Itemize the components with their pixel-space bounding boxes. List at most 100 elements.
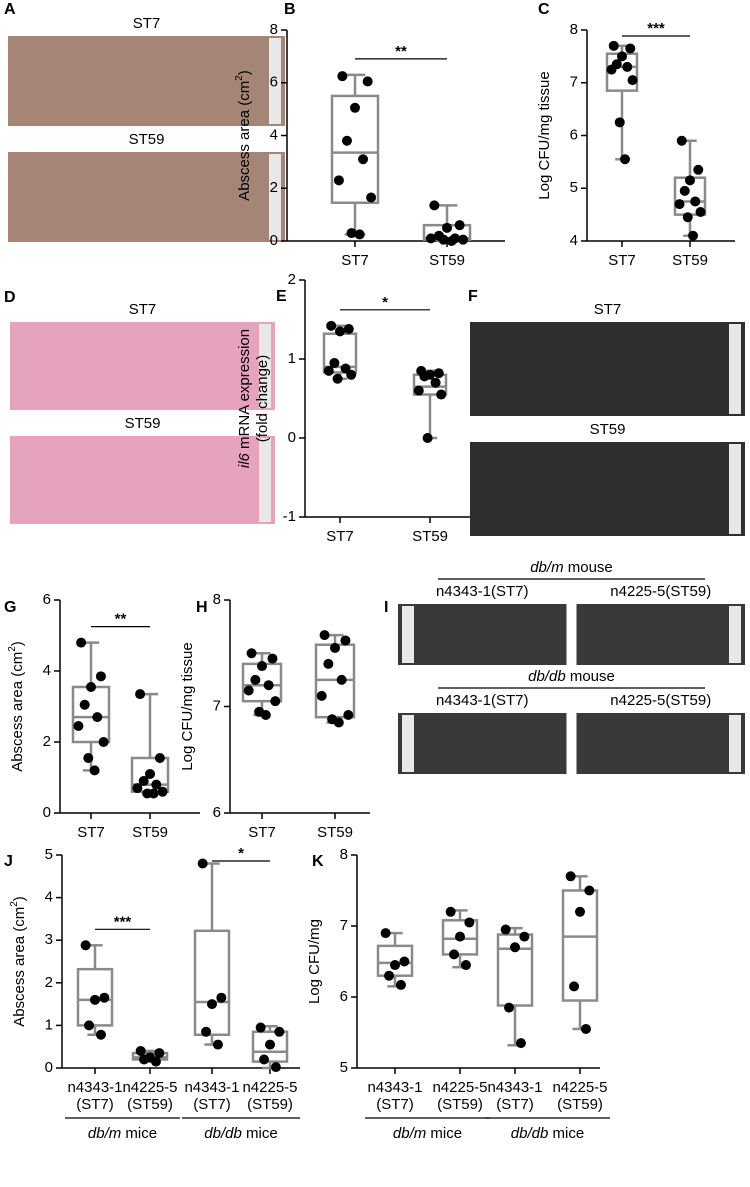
photo-ruler: [269, 154, 281, 240]
x-tick-label: ST7: [341, 252, 369, 269]
data-point: [340, 635, 351, 646]
significance-label: ***: [114, 913, 132, 930]
data-point: [674, 199, 685, 210]
text-part: db/m: [530, 559, 563, 576]
x-tick-label: (ST59): [437, 1096, 483, 1113]
text-part: ): [236, 70, 253, 75]
data-point: [335, 326, 345, 337]
data-point: [425, 233, 436, 244]
data-point: [250, 674, 261, 685]
y-tick-label: 1: [45, 1016, 53, 1033]
data-point: [436, 389, 447, 400]
photo-label: ST7: [594, 301, 622, 318]
significance-label: ***: [647, 20, 665, 37]
y-tick-label: 4: [43, 662, 51, 679]
text-part: Log CFU/mg tissue: [179, 642, 196, 770]
data-point: [565, 871, 576, 882]
x-tick-label: ST59: [132, 824, 168, 841]
significance-label: **: [395, 43, 407, 60]
text-part: mouse: [564, 559, 613, 576]
photo-ruler: [729, 324, 741, 414]
y-tick-label: 8: [270, 21, 278, 38]
data-point: [515, 1038, 526, 1049]
data-point: [326, 320, 337, 331]
data-point: [265, 1039, 275, 1050]
data-point: [445, 906, 456, 917]
data-point: [362, 76, 373, 87]
text-part: Abscess area (cm: [236, 81, 253, 201]
data-point: [454, 220, 465, 231]
data-point: [212, 1039, 223, 1050]
data-point: [86, 681, 96, 692]
data-point: [390, 960, 400, 971]
box: [193, 929, 231, 1037]
photo-row-title: db/db mouse: [528, 668, 615, 685]
photo: [576, 604, 745, 665]
data-point: [608, 40, 619, 51]
data-point: [614, 117, 625, 128]
data-point: [625, 43, 636, 54]
data-point: [73, 721, 84, 732]
data-point: [267, 653, 278, 664]
panel-letter: I: [384, 599, 388, 616]
text-part: 2: [7, 646, 18, 652]
y-tick-label: 2: [270, 179, 278, 196]
text-part: 2: [234, 75, 245, 81]
data-point: [319, 630, 330, 641]
data-point: [92, 712, 103, 723]
photo-label: n4343-1(ST7): [436, 583, 529, 600]
data-point: [263, 680, 274, 691]
x-tick-label: ST7: [608, 252, 636, 269]
data-point: [99, 992, 110, 1003]
group-label: db/m mice: [393, 1125, 462, 1142]
data-point: [676, 135, 687, 146]
x-tick-label: (ST59): [557, 1096, 603, 1113]
data-point: [395, 979, 406, 990]
data-point: [83, 752, 94, 763]
photo-label: ST7: [133, 15, 161, 32]
data-point: [343, 710, 354, 721]
data-point: [80, 940, 91, 951]
data-point: [346, 369, 357, 380]
text-part: Log CFU/mg: [306, 919, 323, 1004]
y-tick-label: 7: [340, 917, 348, 934]
text-part: db/m: [393, 1125, 426, 1142]
data-point: [316, 690, 327, 701]
x-tick-label: (ST7): [496, 1096, 534, 1113]
data-point: [688, 230, 698, 241]
data-point: [257, 661, 267, 672]
box: [71, 685, 111, 744]
data-point: [216, 992, 227, 1003]
data-point: [569, 981, 580, 992]
data-point: [139, 1054, 150, 1065]
y-axis-label: Log CFU/mg tissue: [536, 71, 553, 199]
text-part: db/db: [528, 668, 566, 685]
text-part: ): [11, 896, 28, 901]
data-point: [95, 1029, 106, 1040]
x-tick-label: ST59: [429, 252, 465, 269]
x-tick-label: ST7: [326, 528, 354, 545]
data-point: [145, 768, 155, 779]
y-tick-label: -1: [283, 508, 296, 525]
y-tick-label: 4: [270, 126, 278, 143]
y-axis-label: Abscess area (cm2): [234, 70, 253, 201]
data-point: [622, 61, 633, 72]
x-tick-label: n4343-1: [67, 1079, 122, 1096]
group-label: db/m mice: [88, 1125, 157, 1142]
data-point: [89, 765, 100, 776]
data-point: [270, 696, 281, 707]
data-point: [685, 175, 695, 186]
data-point: [449, 949, 460, 960]
y-tick-label: 1: [288, 350, 296, 367]
y-tick-label: 2: [45, 974, 53, 991]
text-part: mouse: [566, 668, 615, 685]
data-point: [460, 960, 471, 971]
photo-row-title: db/m mouse: [530, 559, 613, 576]
y-tick-label: 0: [270, 232, 278, 249]
data-point: [246, 648, 257, 659]
y-tick-label: 8: [570, 21, 578, 38]
x-tick-label: (ST59): [247, 1096, 293, 1113]
photo-label: n4225-5(ST59): [610, 692, 711, 709]
data-point: [270, 1062, 281, 1073]
data-point: [138, 776, 149, 787]
